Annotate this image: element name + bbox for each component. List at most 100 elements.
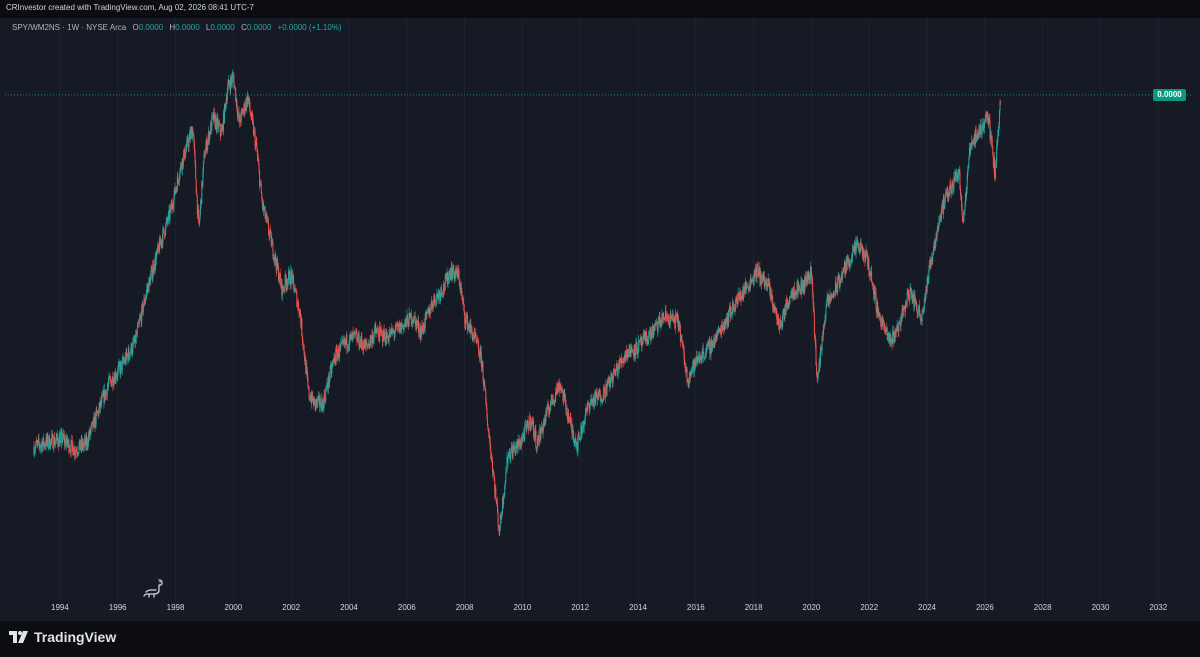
candle-body — [483, 381, 485, 386]
candle-body — [409, 312, 411, 318]
candle-body — [355, 333, 357, 334]
candle-body — [67, 440, 69, 444]
candle-body — [485, 402, 487, 408]
candle-body — [795, 292, 797, 295]
candle-body — [338, 348, 340, 358]
candle-body — [545, 410, 547, 422]
candle-body — [635, 341, 637, 343]
candle-body — [129, 352, 131, 358]
candle-body — [58, 436, 60, 446]
candle-body — [414, 315, 416, 317]
candle-body — [159, 238, 161, 245]
candle-body — [727, 312, 729, 323]
candle-body — [579, 439, 581, 441]
candle-body — [870, 271, 872, 276]
candle-body — [221, 125, 223, 131]
candle-body — [393, 331, 395, 336]
candle-body — [182, 154, 184, 166]
candle-body — [728, 308, 730, 313]
candle-body — [607, 380, 609, 385]
candle-body — [35, 441, 37, 446]
candle-body — [41, 443, 43, 451]
candle-body — [382, 340, 384, 342]
candle-body — [951, 192, 953, 194]
candle-body — [388, 340, 390, 342]
candle-body — [835, 282, 837, 292]
candle-body — [537, 438, 539, 448]
candle-body — [291, 274, 293, 284]
candle-body — [741, 295, 743, 298]
candle-body — [435, 296, 437, 306]
candle-body — [215, 118, 217, 128]
candle-body — [556, 392, 558, 394]
candle-body — [669, 322, 671, 326]
x-tick-label: 2026 — [976, 603, 994, 612]
candle-body — [742, 291, 744, 297]
candle-body — [252, 122, 254, 135]
candle-body — [507, 456, 509, 464]
candle-body — [198, 219, 200, 224]
candle-body — [49, 447, 51, 449]
candle-body — [251, 113, 253, 119]
candle-body — [838, 276, 840, 280]
candle-body — [428, 307, 430, 316]
candle-body — [553, 400, 555, 401]
candle-body — [721, 324, 723, 334]
candle-body — [510, 447, 512, 452]
candle-body — [774, 306, 776, 312]
candle-body — [221, 129, 223, 131]
candle-body — [338, 355, 340, 358]
candle-body — [284, 288, 286, 289]
candle-body — [906, 292, 908, 305]
candle-body — [214, 112, 216, 115]
candle-body — [244, 103, 246, 113]
candle-body — [516, 441, 518, 443]
candle-body — [105, 391, 107, 392]
tradingview-brand[interactable]: TradingView — [9, 629, 116, 645]
candle-body — [515, 448, 517, 453]
candle-body — [821, 350, 823, 351]
candle-body — [43, 443, 45, 446]
candle-body — [370, 337, 372, 343]
candle-body — [149, 278, 151, 285]
candle-body — [300, 315, 302, 326]
candle-body — [115, 377, 117, 380]
candle-body — [822, 335, 824, 337]
candle-body — [331, 366, 333, 374]
candle-body — [784, 305, 786, 319]
candle-body — [703, 352, 705, 358]
candle-body — [318, 396, 320, 397]
candle-body — [922, 310, 924, 312]
candle-body — [386, 331, 388, 339]
legend-symbol[interactable]: SPY/WM2NS · 1W · NYSE Arca — [12, 23, 127, 32]
candle-body — [803, 280, 805, 291]
candle-body — [513, 447, 515, 451]
candle-body — [911, 291, 913, 299]
candle-body — [825, 307, 827, 317]
candle-body — [647, 338, 649, 345]
candle-body — [454, 271, 456, 277]
candle-body — [204, 153, 206, 158]
candle-body — [160, 241, 162, 245]
candle-body — [240, 111, 242, 123]
candle-body — [990, 131, 992, 139]
candle-body — [71, 440, 73, 446]
candle-body — [199, 209, 201, 219]
chart-pane[interactable]: 1994 1996 1998 2000 2002 2004 2006 2008 2010 2012… — [5, 18, 1193, 621]
candle-body — [342, 340, 344, 342]
candle-body — [962, 218, 964, 222]
candle-body — [684, 363, 686, 366]
candle-body — [787, 302, 789, 308]
candle-body — [604, 396, 606, 398]
candle-body — [853, 246, 855, 252]
candle-body — [213, 112, 215, 121]
candle-body — [502, 497, 504, 514]
candle-body — [501, 513, 503, 516]
chart-canvas[interactable]: 1994 1996 1998 2000 2002 2004 2006 2008 2010 2012… — [5, 18, 1193, 621]
candle-body — [384, 332, 386, 342]
candle-body — [801, 288, 803, 293]
candle-body — [862, 249, 864, 259]
candle-body — [949, 183, 951, 191]
candle-body — [945, 191, 947, 194]
candle-body — [910, 287, 912, 292]
